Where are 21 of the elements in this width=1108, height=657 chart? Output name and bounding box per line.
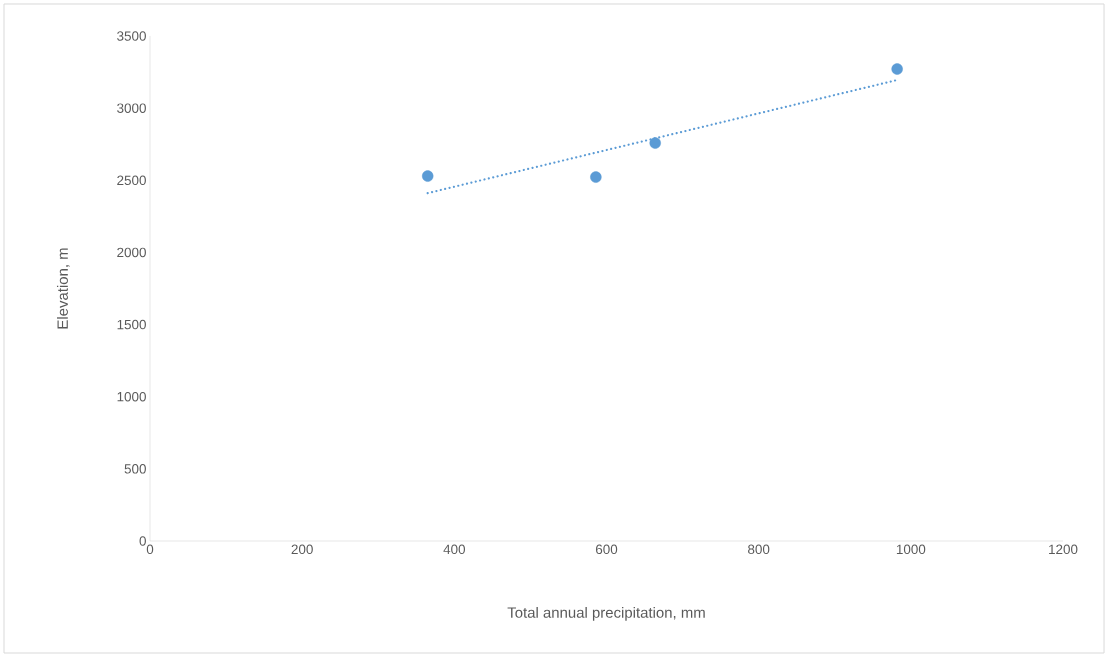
y-tick-label: 2000 <box>117 247 146 258</box>
y-tick-label: 1000 <box>117 391 146 402</box>
x-tick-label: 1200 <box>1049 544 1078 555</box>
x-tick-label: 200 <box>291 544 313 555</box>
point <box>891 63 903 75</box>
point <box>649 137 661 149</box>
x-tick-label: 0 <box>146 544 154 555</box>
y-tick-label: 0 <box>139 536 146 546</box>
x-tick-label: 600 <box>595 544 618 555</box>
y-tick-label: 500 <box>124 464 146 474</box>
y-tick-label: 3000 <box>117 103 146 113</box>
x-tick-label: 1000 <box>896 544 926 555</box>
x-axis-title: Total annual precipitation, mm <box>507 606 705 621</box>
x-tick-label: 800 <box>748 544 770 555</box>
y-axis-title: Elevation, m <box>56 248 70 329</box>
y-tick-label: 3500 <box>117 31 146 41</box>
point <box>422 170 434 182</box>
y-tick-label: 2500 <box>117 175 146 186</box>
x-tick-label: 400 <box>443 544 466 555</box>
y-tick-label: 1500 <box>117 319 146 330</box>
point <box>590 171 602 183</box>
